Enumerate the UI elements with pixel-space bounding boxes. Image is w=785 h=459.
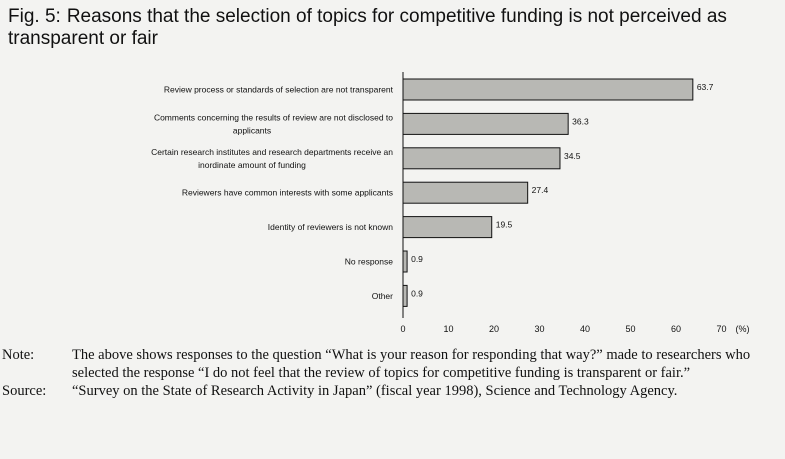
source-text: “Survey on the State of Research Activit…	[72, 383, 678, 399]
value-label-3: 27.4	[532, 185, 549, 195]
note-heading: Note:	[2, 347, 35, 363]
category-label-1-0: Comments concerning the results of revie…	[154, 112, 393, 122]
bar-0	[402, 78, 694, 101]
bar-1	[402, 112, 569, 135]
x-tick-label-0: 0	[400, 324, 405, 334]
value-label-2: 34.5	[564, 151, 581, 161]
x-tick-label-7: 70	[716, 324, 726, 334]
category-label-2-0: Certain research institutes and research…	[151, 147, 393, 157]
x-unit-label: (%)	[736, 324, 750, 334]
bar-5	[402, 250, 408, 273]
category-label-1-1: applicants	[233, 125, 271, 135]
bar-chart: Review process or standards of selection…	[151, 72, 750, 334]
x-tick-label-1: 10	[443, 324, 453, 334]
x-tick-label-6: 60	[671, 324, 681, 334]
notes-section: Note: The above shows responses to the q…	[0, 346, 785, 400]
value-label-1: 36.3	[572, 116, 589, 126]
source-heading: Source:	[2, 383, 47, 399]
note-text: The above shows responses to the questio…	[72, 347, 751, 381]
value-label-6: 0.9	[411, 288, 423, 298]
bar-2	[402, 147, 561, 170]
x-tick-label-5: 50	[625, 324, 635, 334]
figure-title: Fig. 5: Reasons that the selection of top…	[8, 6, 778, 50]
x-tick-label-4: 40	[580, 324, 590, 334]
bar-3	[402, 181, 529, 204]
category-label-2-1: inordinate amount of funding	[198, 160, 306, 170]
figure-title-text: Reasons that the selection of topics for…	[8, 6, 727, 49]
category-label-4-0: Identity of reviewers is not known	[268, 222, 393, 232]
x-axis-ticks-group: 0 10 20 30 40 50 60 70 (%)	[400, 324, 749, 334]
bar-4	[402, 216, 493, 239]
x-tick-label-2: 20	[489, 324, 499, 334]
value-label-5: 0.9	[411, 254, 423, 264]
bars-group	[402, 78, 694, 307]
category-labels-group: Review process or standards of selection…	[151, 85, 394, 301]
bar-6	[402, 284, 408, 307]
category-label-3-0: Reviewers have common interests with som…	[182, 188, 393, 198]
category-label-5-0: No response	[345, 257, 393, 267]
value-label-4: 19.5	[496, 220, 513, 230]
value-label-0: 63.7	[697, 82, 714, 92]
x-tick-label-3: 30	[534, 324, 544, 334]
figure-label: Fig. 5:	[8, 6, 61, 27]
source-row: Source: “Survey on the State of Research…	[0, 382, 785, 400]
value-labels-group: 63.7 36.3 34.5 27.4 19.5 0.9 0.9	[411, 82, 714, 298]
category-label-6-0: Other	[372, 291, 393, 301]
category-label-0-0: Review process or standards of selection…	[164, 85, 394, 95]
note-row: Note: The above shows responses to the q…	[0, 346, 785, 382]
